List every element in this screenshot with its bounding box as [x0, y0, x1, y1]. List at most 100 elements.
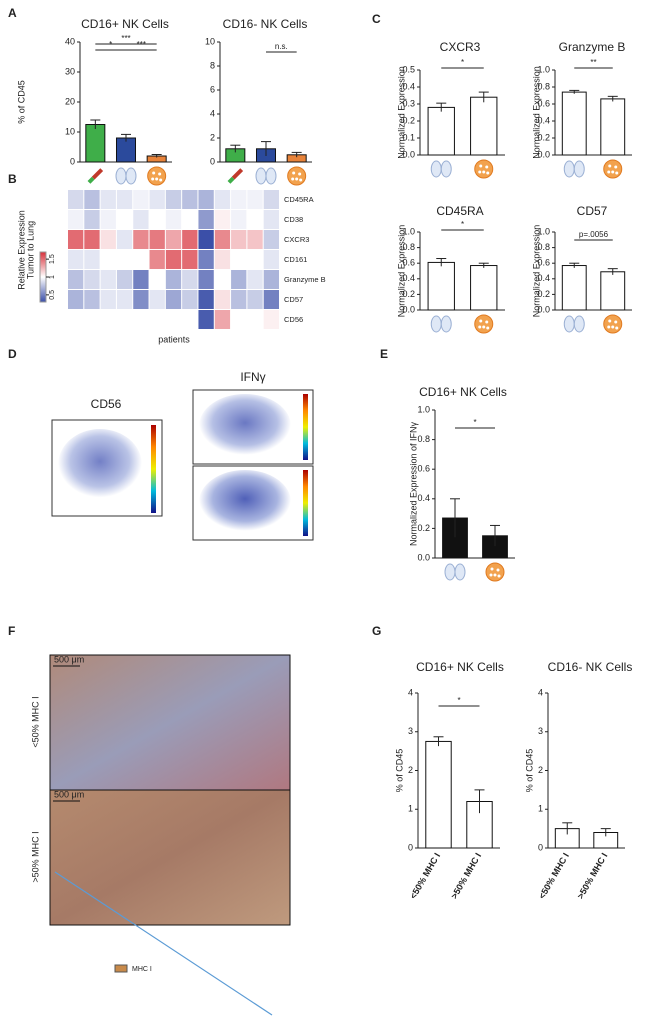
- y-tick-label: 0.6: [417, 464, 430, 474]
- icon-tumor: [152, 171, 156, 175]
- heatmap-cell: [100, 190, 116, 209]
- scale-label: 500 μm: [54, 789, 84, 799]
- x-tick-label: <50% MHC I: [537, 851, 571, 900]
- heatmap-cell: [165, 310, 182, 329]
- significance-label: *: [461, 220, 464, 229]
- y-tick-label: 0.2: [537, 132, 550, 142]
- y-tick-label: 2: [538, 765, 543, 775]
- legend-label: MHC I: [132, 966, 152, 973]
- heatmap-cell: [84, 210, 100, 229]
- icon-tumor: [603, 159, 623, 179]
- chart-title: CD16+ NK Cells: [416, 660, 504, 674]
- heatmap-cell: [214, 290, 231, 309]
- y-tick-label: 10: [205, 36, 215, 46]
- heatmap-cell: [263, 290, 279, 309]
- row-label: CD45RA: [284, 195, 314, 204]
- panel-letter: G: [372, 624, 381, 638]
- heatmap-cell: [149, 310, 165, 329]
- heatmap-cell: [116, 310, 133, 329]
- y-tick-label: 0.0: [402, 304, 415, 314]
- heatmap-cell: [231, 290, 247, 309]
- icon-tumor: [474, 159, 494, 179]
- y-axis-label: % of CD45: [524, 749, 534, 793]
- heatmap-cell: [149, 250, 165, 269]
- bar: [561, 91, 587, 156]
- y-tick-label: 0.0: [537, 149, 550, 159]
- heatmap-cell: [247, 190, 263, 209]
- significance-label: *: [461, 58, 464, 67]
- y-axis-label: Relative Expression: [16, 210, 26, 290]
- heatmap-cell: [100, 210, 116, 229]
- heatmap-cell: [247, 310, 263, 329]
- heatmap-cell: [116, 190, 133, 209]
- heatmap-cell: [100, 270, 116, 289]
- chart-title: Granzyme B: [559, 40, 626, 54]
- bar: [470, 96, 498, 156]
- icon-tumor: [295, 177, 299, 181]
- heatmap-cell: [149, 210, 165, 229]
- bar: [427, 261, 455, 311]
- heatmap-cell: [84, 270, 100, 289]
- y-axis-label: Normalized Expression: [531, 225, 541, 318]
- row-label: CD57: [284, 295, 303, 304]
- significance-label: *: [457, 696, 460, 705]
- significance-label: **: [590, 58, 596, 67]
- heatmap-cell: [68, 290, 84, 309]
- heatmap-cell: [133, 270, 149, 289]
- icon-lung: [563, 315, 575, 333]
- y-tick-label: 0.6: [537, 258, 550, 268]
- heatmap-cell: [247, 270, 263, 289]
- icon-tumor: [158, 172, 162, 176]
- heatmap-cell: [263, 210, 279, 229]
- icon-tumor: [486, 326, 490, 330]
- y-tick-label: 0.8: [417, 434, 430, 444]
- heatmap-cell: [84, 190, 100, 209]
- colorbar: [151, 425, 156, 513]
- heatmap-cell: [100, 230, 116, 249]
- colorbar-tick-label: 0.5: [49, 290, 56, 300]
- heatmap-cell: [182, 190, 198, 209]
- scale-label: 500 μm: [54, 654, 84, 664]
- y-tick-label: 0.8: [537, 81, 550, 91]
- y-tick-label: 4: [408, 687, 413, 697]
- colorbar: [39, 251, 47, 303]
- y-tick-label: 0.0: [402, 149, 415, 159]
- y-tick-label: 4: [538, 687, 543, 697]
- colorbar: [303, 470, 308, 536]
- heatmap-cell: [263, 230, 279, 249]
- y-tick-label: 1.0: [402, 226, 415, 236]
- tsne-title: IFNγ: [240, 370, 265, 384]
- panel-letter: D: [8, 347, 17, 361]
- heatmap-cell: [182, 290, 198, 309]
- heatmap-cell: [247, 290, 263, 309]
- significance-label: p=.0056: [579, 230, 609, 239]
- heatmap-cell: [133, 190, 149, 209]
- colorbar-tick-label: 1.5: [49, 254, 56, 264]
- heatmap-cell: [231, 250, 247, 269]
- icon-tumor: [291, 177, 295, 181]
- icon-tumor: [615, 326, 619, 330]
- icon-lung: [255, 167, 267, 185]
- heatmap-cell: [247, 250, 263, 269]
- y-axis-label: % of CD45: [394, 749, 404, 793]
- icon-lung: [265, 167, 277, 185]
- icon-lung: [573, 160, 585, 178]
- chart-title: CD16+ NK Cells: [81, 17, 169, 31]
- heatmap-cell: [198, 290, 214, 309]
- tsne-image: [199, 394, 291, 458]
- heatmap-cell: [214, 250, 231, 269]
- y-tick-label: 1.0: [417, 404, 430, 414]
- heatmap-cell: [68, 190, 84, 209]
- y-tick-label: 0.5: [402, 64, 415, 74]
- heatmap-cell: [263, 270, 279, 289]
- y-tick-label: 0: [210, 156, 215, 166]
- heatmap-cell: [198, 310, 214, 329]
- heatmap-cell: [165, 290, 182, 309]
- heatmap-cell: [198, 270, 214, 289]
- significance-label: ***: [137, 40, 146, 49]
- icon-tumor: [608, 319, 612, 323]
- icon-tumor: [607, 170, 611, 174]
- colorbar-tick-label: 1: [49, 275, 56, 279]
- y-tick-label: 0: [70, 156, 75, 166]
